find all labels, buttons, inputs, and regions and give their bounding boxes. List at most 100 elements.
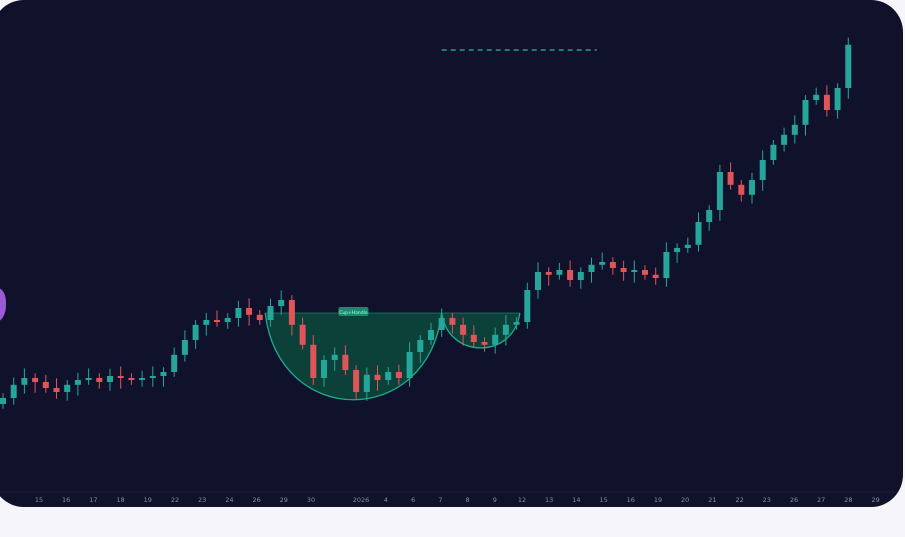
- candle: [10, 377, 17, 405]
- candle: [21, 368, 28, 394]
- candle: [160, 367, 167, 387]
- candle-body: [513, 322, 520, 325]
- x-tick-label: 16: [62, 496, 70, 504]
- candle: [171, 347, 178, 377]
- x-tick-label: 14: [572, 496, 580, 504]
- candle: [406, 342, 413, 387]
- candle: [470, 325, 477, 347]
- candle: [107, 368, 113, 391]
- candle-body: [128, 378, 135, 380]
- candle: [385, 367, 392, 385]
- candle-body: [171, 354, 178, 372]
- x-tick-label: 24: [225, 496, 233, 504]
- x-tick-label: 29: [280, 496, 288, 504]
- x-tick-label: 12: [518, 496, 526, 504]
- x-tick-label: 4: [384, 496, 388, 504]
- x-tick-label: 26: [252, 496, 260, 504]
- candle: [181, 330, 188, 362]
- candle: [235, 300, 242, 327]
- candle-body: [545, 272, 552, 275]
- candle-body: [139, 378, 146, 380]
- candle-body: [117, 376, 124, 378]
- x-tick-label: 8: [466, 496, 470, 504]
- candle: [64, 380, 71, 401]
- x-tick-label: 15: [599, 496, 607, 504]
- x-tick-label: 2026: [353, 496, 370, 504]
- candle-body: [149, 376, 156, 378]
- candle: [481, 337, 488, 352]
- candle-body: [181, 340, 188, 355]
- candle-body: [203, 320, 210, 325]
- candle-body: [524, 290, 531, 322]
- handle-pattern-outline: [441, 312, 521, 349]
- candle: [492, 327, 499, 354]
- x-tick-label: 20: [681, 496, 689, 504]
- candle: [802, 95, 809, 136]
- candle: [117, 366, 124, 389]
- candle-body: [481, 342, 488, 345]
- candle-body: [460, 324, 467, 335]
- candle-body: [770, 144, 777, 160]
- candle-body: [631, 270, 638, 272]
- candle: [631, 260, 638, 283]
- candle-body: [802, 100, 809, 125]
- x-tick-label: 29: [871, 496, 879, 504]
- candle: [256, 310, 263, 325]
- candle-body: [706, 210, 713, 222]
- candle: [620, 260, 627, 281]
- x-tick-label: 7: [438, 496, 442, 504]
- candle-body: [363, 374, 370, 392]
- candle-body: [642, 270, 648, 275]
- candle: [834, 83, 841, 119]
- candle: [353, 365, 360, 399]
- candle: [524, 282, 531, 329]
- candle-body: [823, 94, 830, 110]
- purple-marker[interactable]: [0, 288, 6, 322]
- candle-body: [716, 172, 723, 210]
- x-tick-label: 19: [144, 496, 152, 504]
- candle: [770, 140, 777, 165]
- candle: [535, 262, 541, 299]
- handle-pattern-fill: [441, 313, 520, 348]
- candle: [663, 242, 670, 287]
- candle-body: [438, 318, 445, 330]
- candle: [642, 265, 648, 280]
- cup-pattern-fill: [265, 313, 442, 400]
- candle: [727, 162, 734, 190]
- candle: [823, 85, 830, 117]
- chart-card: Cup+Handle 15161718192223242629302026467…: [0, 0, 903, 507]
- candle: [321, 355, 327, 387]
- candle: [85, 368, 92, 385]
- x-tick-label: 28: [844, 496, 852, 504]
- candle: [331, 347, 338, 371]
- candle-body: [342, 354, 349, 370]
- candle: [53, 378, 60, 399]
- candle: [374, 365, 381, 391]
- candle: [128, 373, 135, 385]
- candle-body: [502, 324, 509, 335]
- candle: [139, 370, 146, 387]
- candle: [363, 367, 370, 401]
- x-tick-label: 19: [654, 496, 662, 504]
- candle-body: [652, 274, 659, 278]
- x-tick-label: 9: [493, 496, 497, 504]
- x-tick-label: 27: [817, 496, 825, 504]
- candle: [32, 373, 39, 393]
- candle-body: [567, 270, 574, 280]
- candle-body: [385, 372, 392, 380]
- candlestick-chart: Cup+Handle 15161718192223242629302026467…: [0, 37, 903, 504]
- candle-body: [310, 344, 317, 378]
- candle: [674, 243, 681, 263]
- candle-body: [791, 124, 798, 135]
- candle-body: [160, 372, 167, 376]
- candle: [74, 372, 81, 396]
- candle: [791, 115, 798, 144]
- candle: [395, 364, 402, 385]
- x-tick-label: 6: [411, 496, 415, 504]
- x-tick-label: 21: [708, 496, 716, 504]
- candle-body: [21, 378, 28, 385]
- candle: [749, 172, 755, 204]
- candle-body: [620, 268, 627, 272]
- candle-body: [85, 378, 92, 380]
- candle: [716, 164, 723, 221]
